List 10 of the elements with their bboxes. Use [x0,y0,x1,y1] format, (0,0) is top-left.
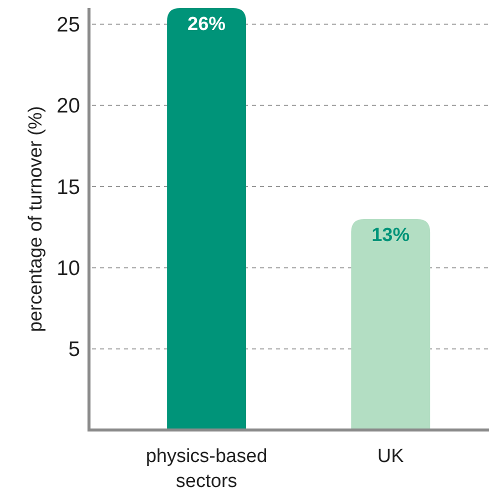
y-tick-label: 25 [56,14,80,37]
y-tick-label: 10 [56,257,80,280]
y-tick-label: 20 [56,94,80,118]
x-tick-label: physics-based sectors [146,446,268,492]
y-tick-label: 5 [68,338,80,362]
y-tick-label: 15 [56,176,80,199]
x-tick-label: UK [377,446,404,467]
y-axis-title: percentage of turnover (%) [26,106,47,332]
data-label: 26% [188,14,226,35]
data-label: 13% [372,225,410,246]
